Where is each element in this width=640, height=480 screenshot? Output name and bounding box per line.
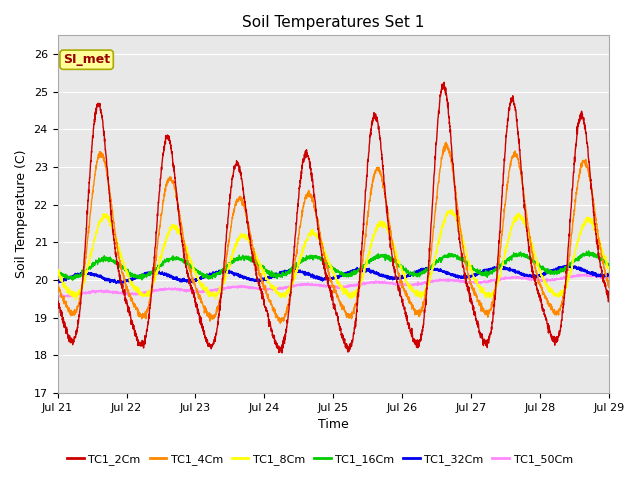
Title: Soil Temperatures Set 1: Soil Temperatures Set 1 bbox=[243, 15, 424, 30]
Text: SI_met: SI_met bbox=[63, 53, 110, 66]
X-axis label: Time: Time bbox=[318, 419, 349, 432]
Y-axis label: Soil Temperature (C): Soil Temperature (C) bbox=[15, 150, 28, 278]
Legend: TC1_2Cm, TC1_4Cm, TC1_8Cm, TC1_16Cm, TC1_32Cm, TC1_50Cm: TC1_2Cm, TC1_4Cm, TC1_8Cm, TC1_16Cm, TC1… bbox=[63, 450, 577, 469]
